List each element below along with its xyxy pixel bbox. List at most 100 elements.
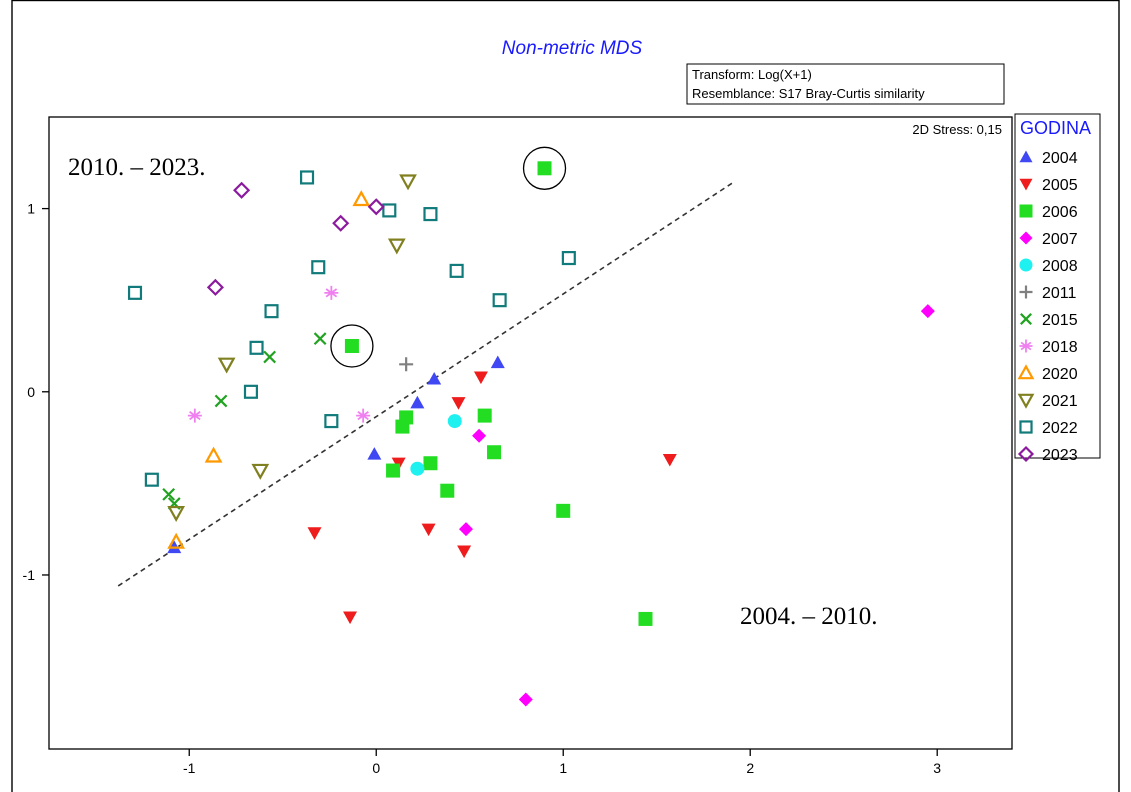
plot-area [48, 116, 1013, 750]
point-2015 [313, 332, 327, 346]
point-2007 [458, 522, 473, 537]
x-tick-label: 1 [559, 760, 567, 776]
x-tick-label: 3 [933, 760, 941, 776]
point-2006 [386, 463, 401, 478]
point-2022 [311, 260, 326, 275]
point-2007 [472, 428, 487, 443]
point-2022 [492, 293, 507, 308]
legend-label-2018: 2018 [1042, 339, 1078, 356]
legend-label-2011: 2011 [1042, 285, 1077, 302]
point-2006 [344, 338, 359, 353]
point-2015 [214, 394, 228, 408]
point-2018 [356, 408, 371, 423]
point-2022 [299, 170, 315, 185]
point-2020 [167, 532, 186, 549]
chart-title: Non-metric MDS [502, 38, 643, 59]
point-2021 [251, 463, 270, 480]
point-2015 [263, 350, 277, 364]
point-2022 [423, 207, 438, 222]
point-2006 [399, 410, 414, 425]
legend-marker-2007 [1019, 231, 1033, 245]
legend-marker-2015 [1020, 313, 1032, 325]
legend-marker-2020 [1017, 364, 1035, 380]
legend-marker-2021 [1017, 393, 1035, 409]
point-2018 [187, 408, 202, 423]
stress-label: 2D Stress: 0,15 [912, 122, 1002, 137]
point-2021 [217, 357, 236, 374]
point-2022 [561, 251, 576, 266]
x-tick-label: 2 [746, 760, 754, 776]
info-box [686, 63, 1005, 105]
point-2005 [421, 523, 436, 537]
transform-label: Transform: Log(X+1) [692, 67, 812, 82]
legend-marker-2004 [1019, 150, 1033, 163]
legend-marker-2022 [1019, 420, 1033, 434]
x-tick-label: 0 [372, 760, 380, 776]
y-tick-label: 0 [27, 384, 35, 400]
point-2006 [440, 483, 455, 498]
point-2008 [447, 414, 462, 429]
legend-marker-2005 [1019, 178, 1033, 191]
legend-label-2004: 2004 [1042, 150, 1078, 167]
legend-marker-2018 [1019, 339, 1033, 353]
point-2011 [399, 357, 414, 372]
point-2020 [204, 446, 223, 463]
point-2005 [457, 545, 472, 559]
point-2015 [162, 487, 176, 501]
point-2007 [920, 304, 935, 319]
point-2004 [410, 395, 425, 409]
legend-marker-2023 [1017, 445, 1035, 463]
point-2021 [167, 505, 186, 522]
point-2022 [243, 384, 258, 399]
legend-marker-2006 [1019, 204, 1033, 218]
highlight-circle [330, 324, 374, 368]
point-2005 [307, 527, 322, 540]
point-2023 [233, 181, 251, 199]
point-2006 [423, 456, 438, 471]
data-points [127, 161, 935, 707]
point-2004 [367, 447, 382, 460]
legend-items: 2004 2005 2006 2007 2008 2011 2015 2018 2020 2021… [1017, 150, 1078, 464]
divider-dashed-line [117, 180, 736, 587]
point-2008 [410, 461, 425, 476]
resemblance-label: Resemblance: S17 Bray-Curtis similarity [692, 86, 925, 101]
point-2005 [473, 371, 488, 385]
legend-label-2008: 2008 [1042, 258, 1078, 275]
annotation-2004-2010: 2004. – 2010. [740, 603, 878, 630]
point-2004 [427, 371, 442, 385]
legend-label-2021: 2021 [1042, 393, 1078, 410]
point-2023 [206, 278, 224, 296]
legend-label-2022: 2022 [1042, 420, 1078, 437]
point-2006 [487, 445, 502, 460]
point-2005 [451, 397, 466, 410]
legend-label-2006: 2006 [1042, 204, 1078, 221]
legend-label-2007: 2007 [1042, 231, 1078, 248]
point-2023 [332, 214, 350, 232]
point-2022 [324, 414, 339, 429]
point-2005 [662, 453, 677, 467]
point-2006 [556, 503, 571, 518]
legend-title: GODINA [1020, 118, 1091, 138]
axes: -1 0 1 2 3 -1 0 1 [23, 201, 942, 776]
point-2021 [399, 174, 417, 191]
point-2022 [449, 263, 464, 278]
point-2006 [638, 611, 653, 626]
annotation-2010-2023: 2010. – 2023. [68, 154, 206, 181]
point-2007 [518, 692, 533, 707]
point-2020 [352, 190, 371, 207]
outer-border [11, 0, 1120, 792]
point-2022 [144, 472, 159, 487]
overlays [117, 146, 736, 587]
point-2004 [490, 355, 505, 369]
point-2023 [367, 198, 385, 216]
legend-label-2015: 2015 [1042, 312, 1078, 329]
point-2005 [343, 611, 358, 625]
point-2022 [264, 304, 279, 319]
x-tick-label: -1 [183, 760, 196, 776]
legend-marker-2011 [1019, 285, 1033, 299]
legend-marker-2008 [1019, 258, 1033, 272]
point-2022 [249, 340, 264, 355]
legend-label-2020: 2020 [1042, 366, 1078, 383]
y-tick-label: -1 [23, 567, 36, 583]
